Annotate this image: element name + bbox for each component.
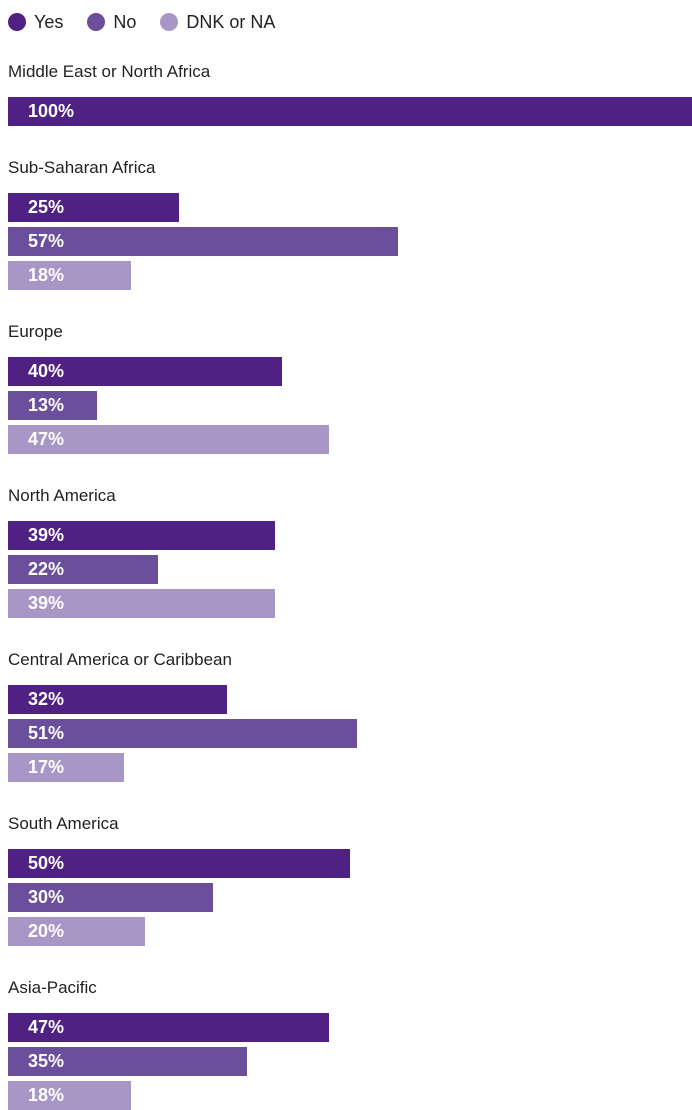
- data-label: 39%: [28, 525, 65, 545]
- legend-swatch-no: [87, 13, 106, 31]
- bar-europe-dnk-or-na: 47%: [8, 425, 329, 454]
- bar-asia-pacific-dnk-or-na: 18%: [8, 1081, 131, 1110]
- legend-label: No: [113, 11, 137, 32]
- bar-sub-saharan-africa-dnk-or-na: 18%: [8, 261, 131, 290]
- bar-asia-pacific-yes: 47%: [8, 1013, 329, 1042]
- bar-sub-saharan-africa-no: 57%: [8, 227, 398, 256]
- data-label: 50%: [28, 853, 65, 873]
- data-label: 39%: [28, 593, 65, 613]
- category-label-central-america-or-caribbean: Central America or Caribbean: [8, 650, 232, 669]
- chart-legend: Yes No DNK or NA: [8, 10, 275, 34]
- data-label: 25%: [28, 197, 65, 217]
- bar-south-america-dnk-or-na: 20%: [8, 917, 145, 946]
- category-label-europe: Europe: [8, 322, 63, 341]
- legend-label: DNK or NA: [186, 11, 276, 32]
- data-label: 18%: [28, 265, 65, 285]
- category-label-north-america: North America: [8, 486, 116, 505]
- bar-south-america-no: 30%: [8, 883, 213, 912]
- bar-north-america-dnk-or-na: 39%: [8, 589, 275, 618]
- data-label: 20%: [28, 921, 65, 941]
- data-label: 47%: [28, 1017, 65, 1037]
- data-label: 17%: [28, 757, 65, 777]
- bar-europe-no: 13%: [8, 391, 97, 420]
- data-label: 100%: [28, 101, 75, 121]
- legend-item-no: No: [87, 12, 136, 33]
- bar-central-america-or-caribbean-dnk-or-na: 17%: [8, 753, 124, 782]
- bar-middle-east-or-north-africa-yes: 100%: [8, 97, 692, 126]
- bar-europe-yes: 40%: [8, 357, 282, 386]
- bar-asia-pacific-no: 35%: [8, 1047, 247, 1076]
- legend-label: Yes: [34, 11, 64, 32]
- data-label: 40%: [28, 361, 65, 381]
- data-label: 30%: [28, 887, 65, 907]
- data-label: 35%: [28, 1051, 65, 1071]
- category-label-south-america: South America: [8, 814, 119, 833]
- legend-item-dnk-or-na: DNK or NA: [160, 12, 275, 33]
- data-label: 51%: [28, 723, 65, 743]
- data-label: 18%: [28, 1085, 65, 1105]
- data-label: 22%: [28, 559, 65, 579]
- legend-swatch-yes: [8, 13, 26, 31]
- category-label-asia-pacific: Asia-Pacific: [8, 978, 97, 997]
- bar-chart: Middle East or North Africa 100% Sub-Sahar…: [8, 62, 692, 1110]
- bar-central-america-or-caribbean-no: 51%: [8, 719, 357, 748]
- data-label: 32%: [28, 689, 65, 709]
- bar-north-america-no: 22%: [8, 555, 158, 584]
- legend-swatch-dnk-or-na: [160, 13, 179, 31]
- category-label-sub-saharan-africa: Sub-Saharan Africa: [8, 158, 156, 177]
- legend-item-yes: Yes: [8, 12, 63, 33]
- bar-central-america-or-caribbean-yes: 32%: [8, 685, 227, 714]
- category-label-middle-east-or-north-africa: Middle East or North Africa: [8, 62, 211, 81]
- data-label: 57%: [28, 231, 65, 251]
- bar-south-america-yes: 50%: [8, 849, 350, 878]
- data-label: 13%: [28, 395, 65, 415]
- bar-sub-saharan-africa-yes: 25%: [8, 193, 179, 222]
- data-label: 47%: [28, 429, 65, 449]
- bar-north-america-yes: 39%: [8, 521, 275, 550]
